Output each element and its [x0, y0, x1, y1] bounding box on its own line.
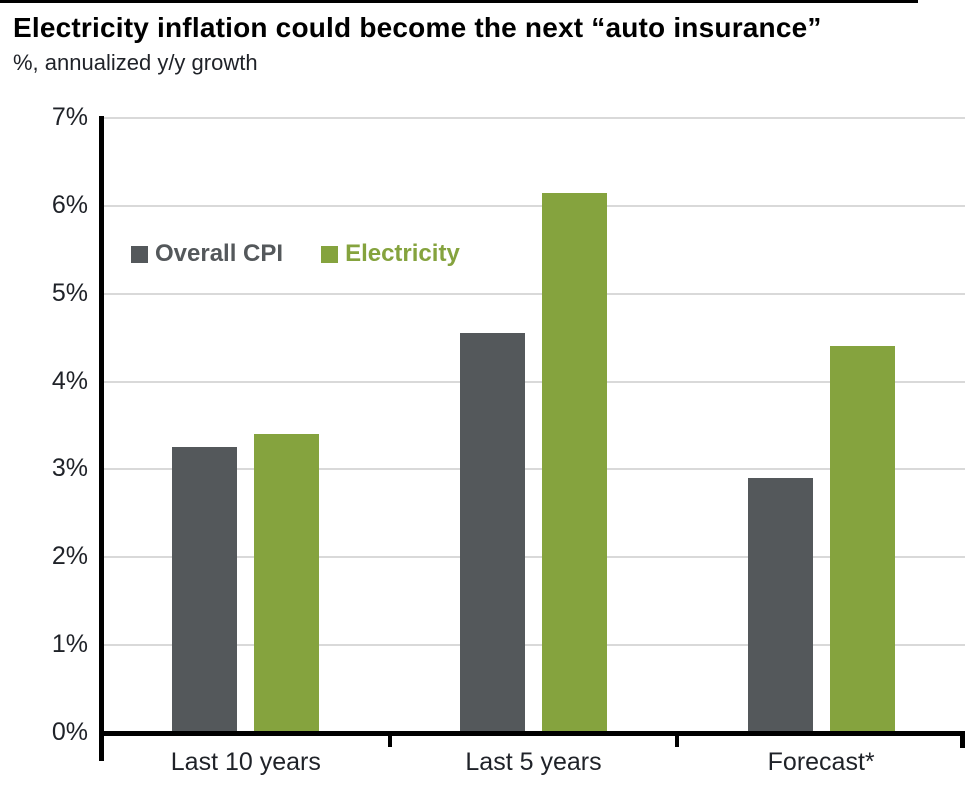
bar-overall-cpi-1: [460, 333, 525, 733]
gridline: [102, 556, 965, 559]
x-axis-end-tick: [960, 731, 965, 748]
y-tick-label: 2%: [51, 542, 88, 571]
gridline: [102, 380, 965, 383]
gridline: [102, 468, 965, 471]
legend-swatch-icon: [321, 245, 339, 263]
bar-electricity-0: [254, 434, 320, 733]
chart-title: Electricity inflation could become the n…: [13, 12, 822, 43]
x-category-label: Last 10 years: [170, 748, 321, 776]
gridline: [102, 204, 965, 207]
y-tick-label: 1%: [51, 630, 88, 659]
y-tick-label: 4%: [51, 366, 88, 395]
x-axis-boundary-tick: [675, 736, 680, 747]
gridline: [102, 644, 965, 647]
x-axis-boundary-tick: [387, 736, 392, 747]
bar-electricity-2: [829, 346, 895, 733]
gridline: [102, 292, 965, 295]
y-tick-label: 5%: [51, 278, 88, 307]
legend-item-overall-cpi: Overall CPI: [131, 240, 283, 268]
y-tick-label: 7%: [51, 103, 88, 131]
bar-overall-cpi-2: [747, 478, 813, 733]
y-axis-line: [99, 116, 104, 761]
bar-overall-cpi-0: [172, 447, 238, 733]
y-tick-label: 0%: [51, 718, 88, 746]
y-tick-label: 6%: [51, 190, 88, 219]
x-axis-line: [99, 731, 965, 736]
gridline: [102, 117, 965, 119]
legend: Overall CPI Electricity: [131, 240, 460, 268]
chart-subtitle: %, annualized y/y growth: [13, 50, 258, 75]
legend-label: Electricity: [345, 240, 460, 267]
legend-label: Overall CPI: [155, 240, 284, 267]
x-category-label: Forecast*: [767, 748, 875, 776]
bar-electricity-1: [542, 192, 607, 733]
legend-swatch-icon: [131, 245, 148, 263]
top-border-rule: [0, 0, 918, 3]
x-category-label: Last 5 years: [465, 748, 602, 776]
y-tick-label: 3%: [51, 454, 88, 483]
legend-item-electricity: Electricity: [321, 240, 460, 268]
